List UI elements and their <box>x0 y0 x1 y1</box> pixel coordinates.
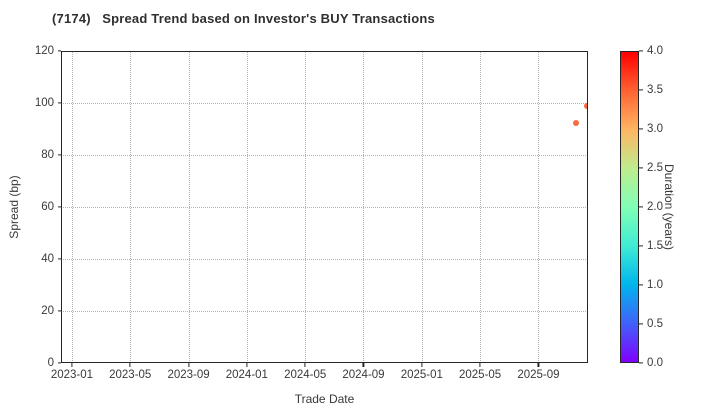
y-tick-mark <box>57 206 61 208</box>
colorbar-tick-label: 0.5 <box>647 318 663 330</box>
y-tick-label: 80 <box>41 149 54 161</box>
y-tick-label: 40 <box>41 253 54 265</box>
x-tick-mark <box>304 363 306 367</box>
y-tick-mark <box>57 362 61 364</box>
colorbar-gradient <box>620 51 639 363</box>
colorbar-tick-mark <box>639 50 643 52</box>
x-tick-label: 2023-09 <box>167 369 210 381</box>
colorbar-tick-label: 1.0 <box>647 279 663 291</box>
colorbar-tick-label: 3.0 <box>647 123 663 135</box>
x-tick-mark <box>71 363 73 367</box>
y-tick-mark <box>57 258 61 260</box>
x-tick-mark <box>421 363 423 367</box>
x-tick-label: 2023-05 <box>109 369 152 381</box>
colorbar-tick-mark <box>639 323 643 325</box>
x-axis-label: Trade Date <box>294 392 355 406</box>
x-tick-mark <box>479 363 481 367</box>
colorbar-tick-mark <box>639 284 643 286</box>
x-tick-label: 2024-05 <box>284 369 327 381</box>
y-tick-mark <box>57 102 61 104</box>
y-tick-label: 60 <box>41 201 54 213</box>
colorbar-tick-label: 3.5 <box>647 84 663 96</box>
colorbar-axis: 0.0 0.5 1.0 1.5 2.0 2.5 3.0 3.5 4.0 <box>639 45 694 369</box>
y-axis: 0 20 40 60 80 100 120 <box>0 45 61 369</box>
colorbar-tick-label: 2.5 <box>647 162 663 174</box>
data-point <box>573 119 580 126</box>
x-axis: 2023-01 2023-05 2023-09 2024-01 2024-05 2024-… <box>51 363 588 389</box>
y-tick-label: 0 <box>47 357 54 369</box>
gridline-horizontal <box>61 51 588 52</box>
gridline-horizontal <box>61 103 588 104</box>
colorbar-tick-mark <box>639 89 643 91</box>
colorbar-tick-label: 0.0 <box>647 357 663 369</box>
colorbar-tick-mark <box>639 206 643 208</box>
data-point <box>584 102 588 109</box>
x-tick-label: 2024-09 <box>342 369 385 381</box>
gridline-horizontal <box>61 259 588 260</box>
x-tick-label: 2025-01 <box>400 369 443 381</box>
gridline-horizontal <box>61 207 588 208</box>
x-tick-label: 2024-01 <box>225 369 268 381</box>
colorbar-label: Duration (years) <box>662 163 676 251</box>
x-tick-mark <box>362 363 365 367</box>
x-tick-mark <box>537 363 540 367</box>
colorbar-tick-mark <box>639 167 643 169</box>
plot-inner <box>61 51 588 363</box>
chart-title: (7174) Spread Trend based on Investor's … <box>52 11 435 26</box>
x-tick-mark <box>129 363 131 367</box>
y-tick-label: 20 <box>41 305 54 317</box>
colorbar-tick-label: 4.0 <box>647 45 663 57</box>
y-tick-mark <box>57 154 61 156</box>
y-tick-mark <box>57 50 61 52</box>
colorbar-tick-label: 1.5 <box>647 240 663 252</box>
x-tick-mark <box>187 363 190 367</box>
x-tick-mark <box>246 363 248 367</box>
x-tick-label: 2023-01 <box>50 369 94 381</box>
x-tick-label: 2025-09 <box>517 369 560 381</box>
colorbar-tick-label: 2.0 <box>647 201 663 213</box>
x-tick-label: 2025-05 <box>459 369 502 381</box>
y-tick-label: 100 <box>34 97 54 109</box>
colorbar-tick-mark <box>639 245 643 247</box>
gridline-horizontal <box>61 155 588 156</box>
y-tick-mark <box>57 310 61 312</box>
colorbar-tick-mark <box>639 128 643 130</box>
y-tick-label: 120 <box>34 45 54 57</box>
gridline-horizontal <box>61 311 588 312</box>
colorbar-tick-mark <box>639 362 643 364</box>
